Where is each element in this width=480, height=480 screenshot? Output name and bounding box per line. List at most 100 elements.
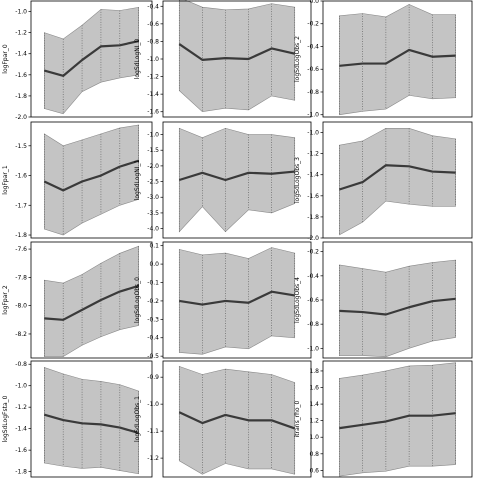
plot-frame [162, 360, 312, 478]
uncertainty-band [44, 245, 139, 357]
y-tick-label: -0.2 [307, 249, 319, 256]
plot-frame [30, 121, 153, 239]
y-tick-label: -1.0 [307, 345, 319, 352]
y-tick-label: -1.6 [15, 173, 27, 180]
subplot-logSdLogNI_1: -1.0 -1.5 -2.0 -2.5 -3.0 -3.5 -4.0 logSdLogNI_1 [134, 121, 312, 239]
y-tick-label: -1.0 [147, 56, 159, 63]
mean-line [339, 412, 456, 430]
plot-frame [162, 241, 312, 359]
y-tick-label: 1.2 [309, 418, 319, 425]
uncertainty-band [178, 127, 296, 233]
y-tick-label: 0.6 [309, 467, 319, 474]
y-tick-label: -1.8 [307, 214, 319, 221]
y-tick-label: -4.0 [147, 226, 159, 233]
y-tick-label: -0.8 [15, 361, 27, 368]
y-tick-label: 0.0 [309, 0, 319, 5]
subplot-logFpar_0: -1.0 -1.2 -1.4 -1.6 -1.8 -2.0 logFpar_0 [2, 0, 153, 121]
plot-frame [322, 121, 473, 239]
plot-frame [162, 121, 312, 239]
y-axis-label: logSdLogObs_3 [294, 157, 301, 203]
y-axis-label: logFpar_2 [2, 285, 9, 315]
y-tick-label: -8.0 [15, 303, 27, 310]
uncertainty-band [44, 124, 139, 236]
y-tick-label: -8.2 [15, 331, 27, 338]
mean-line [339, 297, 456, 316]
mean-line [44, 284, 140, 321]
y-tick-label: 0.8 [309, 451, 319, 458]
subplot-logSdLogObs_3: -1.0 -1.2 -1.4 -1.6 -1.8 -2.0 logSdLogObs_3 [294, 121, 473, 242]
y-tick-label: -0.8 [147, 38, 159, 45]
y-tick-label: -0.3 [147, 316, 159, 323]
y-tick-label: -0.9 [147, 374, 159, 381]
uncertainty-band [44, 367, 139, 475]
y-axis-label: itrans_rho_0 [294, 400, 301, 437]
y-tick-label: -2.0 [147, 163, 159, 170]
y-tick-label: -0.1 [147, 280, 159, 287]
y-tick-label: -1.0 [15, 383, 27, 390]
subplot-logFpar_2: -7.6 -7.8 -8.0 -8.2 logFpar_2 [2, 241, 153, 359]
uncertainty-band [178, 365, 296, 475]
plot-frame [30, 0, 153, 118]
y-tick-label: -0.8 [307, 321, 319, 328]
mean-line [178, 411, 296, 430]
y-tick-label: -0.6 [307, 66, 319, 73]
y-axis-label: logSdLogObs_1 [134, 396, 141, 442]
uncertainty-band [44, 6, 139, 115]
y-tick-label: -1.4 [15, 426, 27, 433]
y-tick-label: 0.1 [149, 243, 159, 250]
plot-frame [322, 360, 473, 478]
mean-line [43, 159, 140, 192]
subplot-logSdLogObs_0: 0.1 0.0 -0.1 -0.2 -0.3 -0.4 -0.5 logSdLogObs_0 [134, 241, 312, 360]
y-tick-label: -0.5 [147, 353, 159, 360]
y-tick-label: -7.6 [15, 246, 27, 253]
y-tick-label: -1.7 [15, 202, 27, 209]
y-axis-label: logSdLogFsta_0 [2, 395, 9, 442]
y-tick-label: -1.5 [147, 147, 159, 154]
plot-frame [322, 0, 473, 118]
y-tick-label: -1.0 [307, 130, 319, 137]
y-tick-label: -3.0 [147, 194, 159, 201]
y-tick-label: -7.8 [15, 274, 27, 281]
mean-line [339, 48, 456, 67]
y-tick-label: -1.2 [15, 30, 27, 37]
y-tick-label: -2.5 [147, 179, 159, 186]
y-tick-label: -0.6 [307, 297, 319, 304]
y-tick-label: -0.2 [147, 298, 159, 305]
y-axis-label: logFpar_1 [2, 165, 9, 195]
y-tick-label: 1.4 [309, 401, 319, 408]
y-tick-label: 1.8 [309, 368, 319, 375]
y-axis-label: logSdLogObs_0 [134, 277, 141, 323]
y-tick-label: -1.8 [15, 232, 27, 239]
y-tick-label: -0.4 [147, 335, 159, 342]
subplot-logSdLogObs_1: -0.9 -1.0 -1.1 -1.2 logSdLogObs_1 [134, 360, 312, 478]
y-tick-label: -1.6 [147, 109, 159, 116]
mean-line [339, 164, 456, 191]
y-tick-label: -1.5 [15, 143, 27, 150]
uncertainty-band [339, 4, 456, 116]
y-tick-label: -1.4 [147, 91, 159, 98]
plot-frame [30, 360, 153, 478]
y-tick-label: -1.2 [307, 151, 319, 158]
y-tick-label: -0.8 [307, 89, 319, 96]
y-tick-label: -1.0 [147, 132, 159, 139]
mean-line [179, 290, 295, 306]
y-tick-label: -1.2 [147, 74, 159, 81]
y-tick-label: -0.4 [147, 3, 159, 10]
y-tick-label: -1.0 [15, 9, 27, 16]
subplot-itrans_rho_0: 1.8 1.6 1.4 1.2 1.0 0.8 0.6 itrans_rho_0 [294, 360, 473, 478]
mean-line [178, 170, 295, 182]
mean-line [44, 39, 139, 77]
y-tick-label: -3.5 [147, 210, 159, 217]
y-tick-label: 0.0 [149, 261, 159, 268]
mean-line [178, 43, 295, 61]
y-tick-label: -1.8 [15, 469, 27, 476]
y-axis-label: logSdLogNI_0 [134, 39, 141, 80]
subplot-logSdLogObs_2: 0.0 -0.2 -0.4 -0.6 -0.8 -1.0 logSdLogObs_2 [294, 0, 473, 119]
y-tick-label: -1.6 [15, 72, 27, 79]
subplot-logSdLogFsta_0: -0.8 -1.0 -1.2 -1.4 -1.6 -1.8 logSdLogFsta_0 [2, 360, 153, 478]
y-tick-label: -0.4 [307, 273, 319, 280]
y-tick-label: -1.8 [15, 93, 27, 100]
y-tick-label: 1.0 [309, 434, 319, 441]
y-axis-label: logSdLogNI_1 [134, 160, 141, 201]
mean-line [44, 413, 139, 435]
